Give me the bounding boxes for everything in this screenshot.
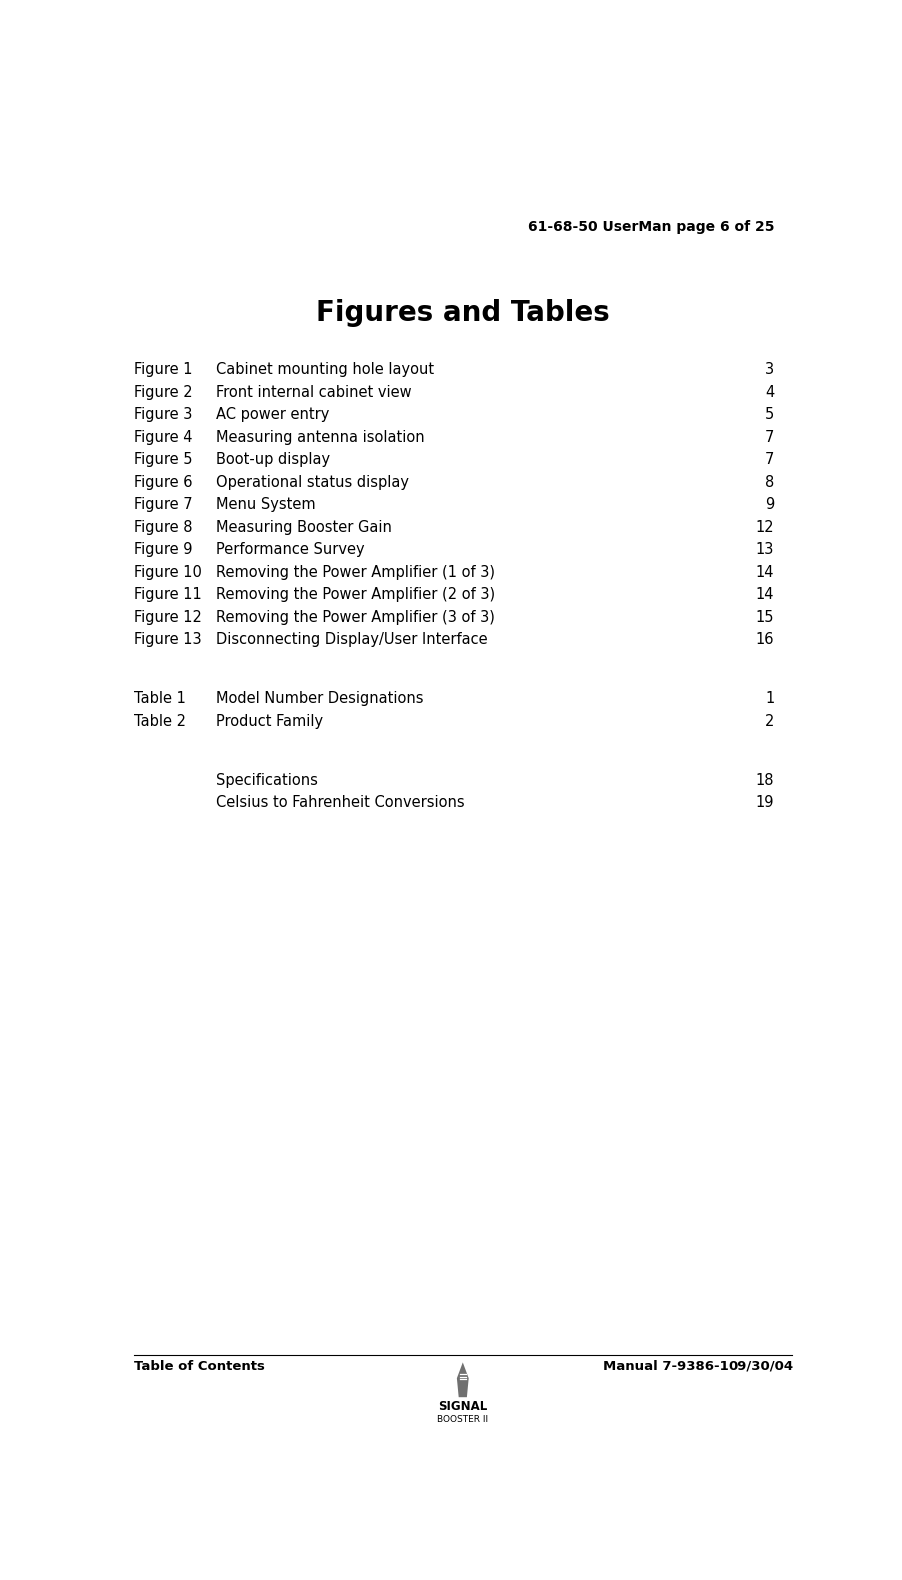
- Text: 4: 4: [764, 386, 773, 400]
- Text: 09/30/04: 09/30/04: [728, 1360, 793, 1373]
- Text: BOOSTER II: BOOSTER II: [437, 1416, 488, 1424]
- Text: 2: 2: [764, 714, 773, 728]
- Text: Front internal cabinet view: Front internal cabinet view: [216, 386, 411, 400]
- Text: Product Family: Product Family: [216, 714, 323, 728]
- Text: Measuring Booster Gain: Measuring Booster Gain: [216, 520, 391, 536]
- Text: Specifications: Specifications: [216, 773, 318, 788]
- Text: Figure 4: Figure 4: [133, 430, 192, 446]
- Text: 8: 8: [764, 476, 773, 490]
- Text: Figure 8: Figure 8: [133, 520, 192, 536]
- Text: Figure 1: Figure 1: [133, 362, 192, 378]
- Text: Table 1: Table 1: [133, 692, 186, 706]
- Text: Disconnecting Display/User Interface: Disconnecting Display/User Interface: [216, 632, 488, 648]
- Text: Performance Survey: Performance Survey: [216, 542, 364, 558]
- Text: Table 2: Table 2: [133, 714, 186, 728]
- Text: Cabinet mounting hole layout: Cabinet mounting hole layout: [216, 362, 434, 378]
- Text: 5: 5: [764, 408, 773, 422]
- Text: Removing the Power Amplifier (3 of 3): Removing the Power Amplifier (3 of 3): [216, 610, 495, 626]
- Text: Boot-up display: Boot-up display: [216, 452, 330, 468]
- Text: Table of Contents: Table of Contents: [133, 1360, 264, 1373]
- Text: SIGNAL: SIGNAL: [437, 1400, 487, 1414]
- Text: Figure 6: Figure 6: [133, 476, 192, 490]
- Text: 15: 15: [755, 610, 773, 626]
- Text: Figures and Tables: Figures and Tables: [316, 299, 609, 327]
- Text: 19: 19: [755, 795, 773, 811]
- Text: Figure 2: Figure 2: [133, 386, 192, 400]
- Text: 7: 7: [764, 430, 773, 446]
- Text: 7: 7: [764, 452, 773, 468]
- Text: Operational status display: Operational status display: [216, 476, 409, 490]
- Text: Removing the Power Amplifier (1 of 3): Removing the Power Amplifier (1 of 3): [216, 566, 495, 580]
- Text: Figure 11: Figure 11: [133, 588, 201, 602]
- Text: 3: 3: [764, 362, 773, 378]
- Text: 9: 9: [764, 498, 773, 512]
- Text: Figure 13: Figure 13: [133, 632, 201, 648]
- Text: 18: 18: [755, 773, 773, 788]
- Text: Figure 7: Figure 7: [133, 498, 192, 512]
- Text: Figure 10: Figure 10: [133, 566, 201, 580]
- Text: Figure 12: Figure 12: [133, 610, 201, 626]
- Text: Removing the Power Amplifier (2 of 3): Removing the Power Amplifier (2 of 3): [216, 588, 495, 602]
- Text: 16: 16: [755, 632, 773, 648]
- Text: 14: 14: [755, 566, 773, 580]
- Polygon shape: [456, 1362, 468, 1397]
- Text: Celsius to Fahrenheit Conversions: Celsius to Fahrenheit Conversions: [216, 795, 465, 811]
- Text: 1: 1: [764, 692, 773, 706]
- Text: Measuring antenna isolation: Measuring antenna isolation: [216, 430, 425, 446]
- Text: Menu System: Menu System: [216, 498, 316, 512]
- Text: Figure 3: Figure 3: [133, 408, 192, 422]
- Text: 61-68-50 UserMan page 6 of 25: 61-68-50 UserMan page 6 of 25: [527, 220, 773, 234]
- Text: 14: 14: [755, 588, 773, 602]
- Text: Manual 7-9386-1: Manual 7-9386-1: [603, 1360, 728, 1373]
- Text: 12: 12: [755, 520, 773, 536]
- Text: AC power entry: AC power entry: [216, 408, 329, 422]
- Text: Figure 9: Figure 9: [133, 542, 192, 558]
- Text: 13: 13: [755, 542, 773, 558]
- Text: Figure 5: Figure 5: [133, 452, 192, 468]
- Text: Model Number Designations: Model Number Designations: [216, 692, 423, 706]
